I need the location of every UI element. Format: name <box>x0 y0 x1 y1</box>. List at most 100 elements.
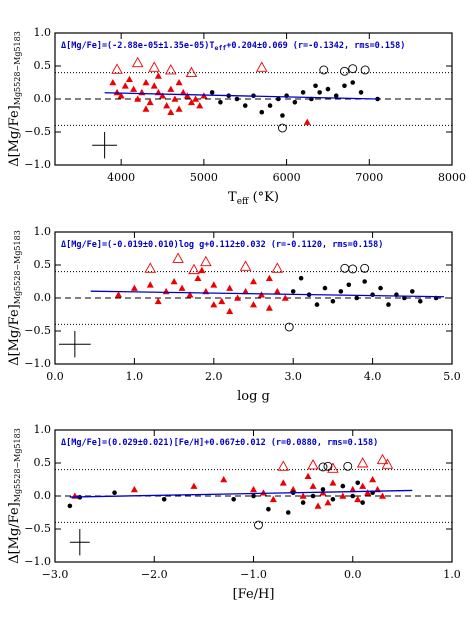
triangle-marker <box>146 281 154 288</box>
triangle-marker <box>269 495 277 503</box>
triangle-marker <box>131 56 144 68</box>
triangle-marker <box>364 489 372 496</box>
circle-marker <box>362 279 367 284</box>
circle-marker <box>360 65 370 75</box>
triangle-marker <box>314 502 322 509</box>
triangle-marker <box>162 287 170 295</box>
circle-marker <box>300 500 306 505</box>
y-tick-label: −0.5 <box>24 324 51 337</box>
y-tick-label: −1.0 <box>24 158 51 171</box>
circle-marker <box>161 497 167 502</box>
triangle-marker <box>339 492 347 499</box>
triangle-marker <box>125 75 133 82</box>
triangle-marker <box>167 108 175 115</box>
circle-marker <box>314 302 320 307</box>
triangle-marker <box>376 453 389 465</box>
y-tick-label: −1.0 <box>24 357 51 370</box>
y-tick-label: 0.0 <box>34 291 52 304</box>
circle-marker <box>317 90 322 95</box>
triangle-marker <box>259 489 267 496</box>
triangle-marker <box>188 263 200 275</box>
circle-marker <box>340 483 346 489</box>
annotation-text: Δ[Mg/Fe]=(-2.88e-05±1.35e-05)T <box>61 41 215 51</box>
x-label-tail: (°K) <box>248 190 279 205</box>
triangle-marker <box>273 287 281 295</box>
y-tick-label: 1.0 <box>34 26 52 39</box>
triangle-marker <box>170 278 178 285</box>
y-label-text: Δ[Mg/Fe] <box>7 105 22 167</box>
annotation: Δ[Mg/Fe]=(0.029±0.021)[Fe/H]+0.067±0.012… <box>61 438 378 448</box>
circle-marker <box>298 275 304 281</box>
circle-marker <box>370 292 375 298</box>
circle-marker <box>417 299 423 304</box>
triangle-marker <box>250 301 257 308</box>
circle-marker <box>320 487 326 492</box>
y-tick-label: −0.5 <box>24 522 51 535</box>
circle-marker <box>318 462 328 472</box>
circle-marker <box>319 65 329 75</box>
triangle-marker <box>165 64 177 75</box>
circle-marker <box>254 520 263 530</box>
circle-marker <box>360 500 365 505</box>
triangle-marker <box>178 284 186 291</box>
triangle-marker <box>163 102 171 109</box>
triangle-marker <box>109 79 117 86</box>
triangle-marker <box>329 479 337 486</box>
circle-marker <box>338 289 344 294</box>
triangle-marker <box>220 476 228 483</box>
circle-marker <box>386 302 391 307</box>
triangle-marker <box>265 304 273 311</box>
triangle-marker <box>113 88 121 96</box>
circle-marker <box>410 289 415 294</box>
y-label-sub: Mg5528−Mg5183 <box>13 230 22 304</box>
x-tick-label: 5000 <box>190 171 218 184</box>
circle-marker <box>350 493 356 499</box>
y-tick-label: 0.5 <box>34 258 52 271</box>
y-tick-label: 0.5 <box>34 59 52 72</box>
triangle-marker <box>226 284 234 291</box>
x-axis-label: Teff (°K) <box>228 190 279 207</box>
x-tick-label: −2.0 <box>141 568 168 581</box>
circle-marker <box>300 90 306 95</box>
y-tick-label: 0.5 <box>34 456 52 469</box>
circle-marker <box>342 83 347 89</box>
triangle-marker <box>146 98 154 106</box>
triangle-marker <box>324 499 332 506</box>
triangle-marker <box>190 482 198 489</box>
circle-marker <box>378 285 383 291</box>
y-tick-label: 0.0 <box>34 92 52 105</box>
triangle-marker <box>327 462 339 473</box>
triangle-marker <box>111 63 123 74</box>
x-tick-label: −3.0 <box>42 568 69 581</box>
triangle-marker <box>226 307 234 314</box>
triangle-marker <box>142 79 150 86</box>
y-tick-label: 0.0 <box>34 489 52 502</box>
x-tick-label: 2.0 <box>205 370 223 383</box>
triangle-marker <box>242 287 250 295</box>
triangle-marker <box>198 266 206 274</box>
circle-marker <box>231 497 236 502</box>
annotation-text: Δ[Mg/Fe]=(-0.019±0.010)log g+0.112±0.032… <box>61 240 383 250</box>
triangle-marker <box>234 294 242 301</box>
circle-marker <box>322 285 328 291</box>
fit-line <box>69 489 413 498</box>
x-label-text: log g <box>237 389 270 404</box>
annotation-sub: eff <box>215 44 227 52</box>
x-tick-label: 6000 <box>273 171 301 184</box>
circle-marker <box>340 66 349 76</box>
circle-marker <box>313 83 318 89</box>
fit-line <box>104 92 378 100</box>
y-label-sub: Mg5528−Mg5183 <box>13 428 22 502</box>
circle-marker <box>355 480 361 486</box>
triangle-marker <box>117 92 125 99</box>
annotation-text: Δ[Mg/Fe]=(0.029±0.021)[Fe/H]+0.067±0.012… <box>61 438 378 448</box>
circle-marker <box>343 461 353 471</box>
triangle-marker <box>179 88 187 96</box>
triangle-marker <box>307 459 319 470</box>
circle-marker <box>354 295 360 301</box>
circle-marker <box>267 103 273 108</box>
triangle-marker <box>185 66 198 78</box>
circle-marker <box>360 263 370 273</box>
triangle-marker <box>256 61 268 72</box>
